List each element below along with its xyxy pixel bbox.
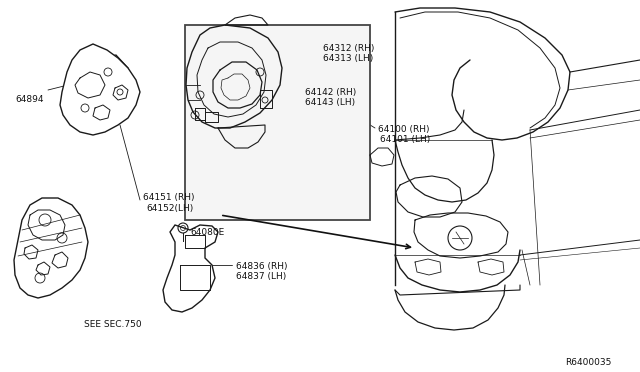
Text: 64894: 64894 (15, 95, 44, 104)
Polygon shape (14, 198, 88, 298)
Text: 64312 (RH): 64312 (RH) (323, 44, 374, 53)
Text: 64142 (RH): 64142 (RH) (305, 88, 356, 97)
Text: 64313 (LH): 64313 (LH) (323, 54, 373, 63)
Polygon shape (97, 55, 128, 88)
Text: 64836 (RH): 64836 (RH) (236, 262, 287, 271)
Text: 64143 (LH): 64143 (LH) (305, 98, 355, 107)
Bar (185, 25, 370, 220)
Polygon shape (186, 25, 282, 128)
Text: 64101 (LH): 64101 (LH) (380, 135, 430, 144)
Text: 64152(LH): 64152(LH) (146, 204, 193, 213)
Text: 64100 (RH): 64100 (RH) (378, 125, 429, 134)
Polygon shape (60, 44, 140, 135)
Polygon shape (163, 225, 218, 312)
Text: 64151 (RH): 64151 (RH) (143, 193, 195, 202)
Text: 64837 (LH): 64837 (LH) (236, 272, 286, 281)
Text: 64080E: 64080E (190, 228, 224, 237)
Text: R6400035: R6400035 (565, 358, 611, 367)
Text: SEE SEC.750: SEE SEC.750 (84, 320, 141, 329)
